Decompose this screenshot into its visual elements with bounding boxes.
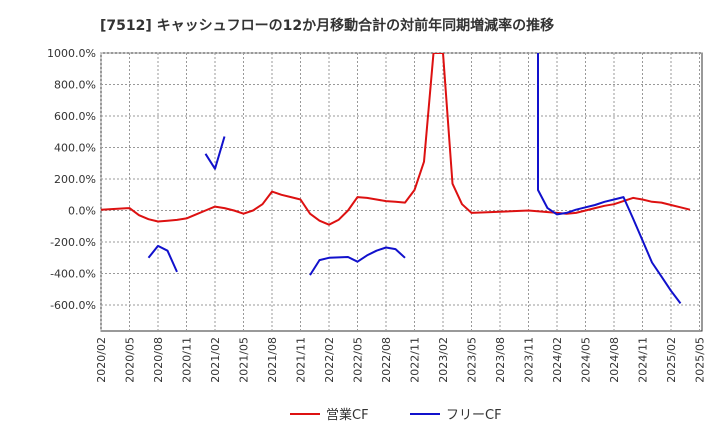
axis-layer: 1000.0% 800.0% 600.0% 400.0% 200.0% 0.0% -200.… [47, 47, 706, 383]
series-line-operating-cf [101, 53, 691, 226]
series-line-free-cf [537, 53, 682, 305]
grid-layer [100, 52, 702, 331]
x-tick-label: 2021/11 [295, 337, 308, 383]
y-tick-label: 200.0% [54, 173, 96, 186]
series-line-free-cf [147, 244, 178, 273]
x-tick-label: 2025/05 [694, 337, 707, 383]
y-tick-label: 400.0% [54, 142, 96, 155]
y-tick-label: 800.0% [54, 79, 96, 92]
x-tick-label: 2022/08 [380, 337, 393, 383]
plot-area [100, 52, 703, 332]
legend-label: フリーCF [446, 408, 502, 423]
x-tick-label: 2024/05 [580, 337, 593, 383]
x-tick-label: 2020/11 [181, 337, 194, 383]
x-tick-label: 2023/11 [523, 337, 536, 383]
x-tick-label: 2021/05 [238, 337, 251, 383]
x-tick-label: 2023/02 [437, 337, 450, 383]
x-tick-label: 2020/08 [152, 337, 165, 383]
x-tick-label: 2024/08 [608, 337, 621, 383]
x-tick-label: 2025/02 [665, 337, 678, 383]
x-tick-label: 2022/05 [352, 337, 365, 383]
x-tick-label: 2021/08 [266, 337, 279, 383]
y-tick-label: 600.0% [54, 110, 96, 123]
x-tick-label: 2022/02 [323, 337, 336, 383]
legend-label: 営業CF [326, 407, 369, 423]
x-tick-label: 2023/08 [494, 337, 507, 383]
y-tick-label: 0.0% [68, 205, 96, 218]
series-line-free-cf [309, 246, 406, 276]
y-tick-label: -200.0% [50, 236, 96, 249]
x-tick-label: 2020/02 [95, 337, 108, 383]
x-tick-label: 2022/11 [409, 337, 422, 383]
y-tick-label: -600.0% [50, 299, 96, 312]
series-line-free-cf [204, 136, 226, 170]
x-tick-label: 2020/05 [124, 337, 137, 383]
y-tick-label: -400.0% [50, 268, 96, 281]
x-tick-label: 2024/02 [551, 337, 564, 383]
x-tick-label: 2023/05 [466, 337, 479, 383]
y-tick-label: 1000.0% [47, 47, 96, 60]
x-tick-label: 2024/11 [637, 337, 650, 383]
chart-title: [7512] キャッシュフローの12か月移動合計の対前年同期増減率の推移 [100, 17, 554, 34]
legend: 営業CF フリーCF [290, 407, 502, 423]
series-layer [101, 53, 691, 305]
x-tick-label: 2021/02 [209, 337, 222, 383]
